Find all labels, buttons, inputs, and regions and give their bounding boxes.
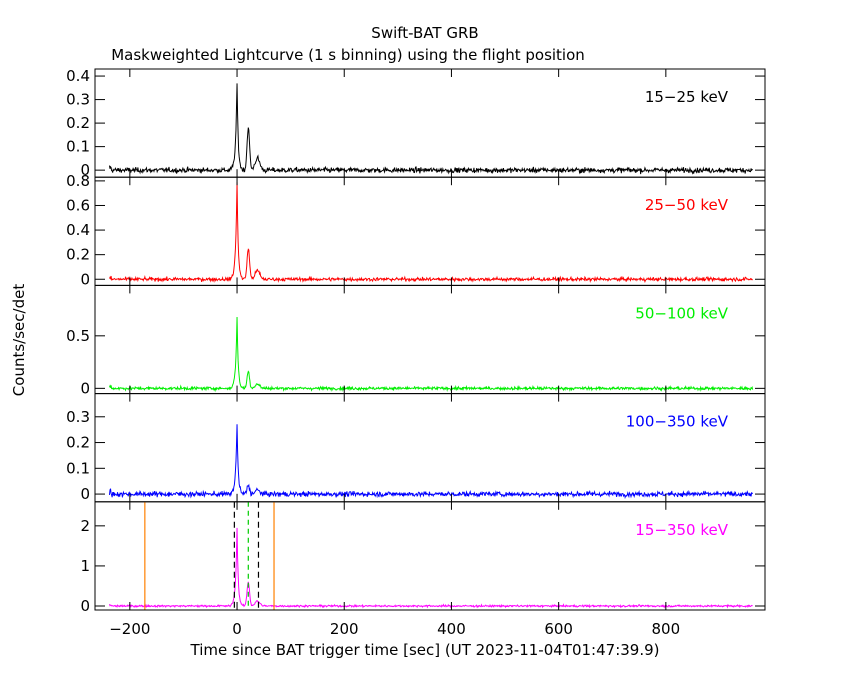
panel-frame [94,501,766,611]
y-tick-label: 0.6 [66,196,90,214]
x-tick-label: 400 [437,620,466,638]
panel-3: 0 0.5 50−100 keV [66,284,766,397]
y-tick-label: 0.8 [66,172,90,190]
lightcurve-3 [109,316,754,393]
panel-frame [94,68,766,178]
y-tick-label: 0.3 [66,408,90,426]
x-axis-label: Time since BAT trigger time [sec] (UT 20… [190,641,660,659]
lightcurve-4 [108,424,754,500]
y-tick-label: 0.2 [66,114,90,132]
chart-title: Swift-BAT GRB [371,24,478,42]
lightcurve-2 [109,182,753,284]
panel-5: 0 1 2 15−350 keV [80,501,766,615]
y-tick-label: 0 [80,161,90,179]
y-tick-label: 0.1 [66,138,90,156]
y-tick-label: 0.2 [66,434,90,452]
y-tick-label: 0 [80,379,90,397]
x-tick-label: 800 [652,620,681,638]
x-tick-label: 600 [544,620,573,638]
band-label: 100−350 keV [626,413,729,431]
band-label: 15−25 keV [645,88,729,106]
y-axis-label: Counts/sec/det [10,284,28,397]
y-tick-label: 0 [80,270,90,288]
lightcurve-5 [109,527,753,609]
panel-1: 0 0.1 0.2 0.3 0.4 15−25 keV [66,67,766,179]
y-tick-label: 1 [80,557,90,575]
lightcurve-1 [108,83,753,175]
y-tick-label: 0.5 [66,327,90,345]
y-tick-label: 0.1 [66,459,90,477]
y-tick-label: 0.2 [66,246,90,264]
x-tick-label: −200 [109,620,150,638]
panel-2: 0 0.2 0.4 0.6 0.8 25−50 keV [66,172,766,288]
chart-subtitle: Maskweighted Lightcurve (1 s binning) us… [111,46,585,64]
y-tick-label: 0.4 [66,67,90,85]
band-label: 50−100 keV [635,304,728,322]
y-tick-label: 0.3 [66,91,90,109]
panel-frame [94,284,766,395]
y-tick-label: 0 [80,597,90,615]
x-tick-label: 0 [232,620,242,638]
panel-4: 0 0.1 0.2 0.3 100−350 keV [66,393,766,503]
y-tick-label: 0 [80,485,90,503]
panel-frame [94,176,766,286]
y-tick-label: 2 [80,517,90,535]
x-tick-label: 200 [330,620,359,638]
band-label: 15−350 keV [635,521,728,539]
y-tick-label: 0.4 [66,221,90,239]
band-label: 25−50 keV [645,196,729,214]
panel-frame [94,393,766,503]
panels-group: 0 0.1 0.2 0.3 0.4 15−25 keV 0 0.2 0.4 0.6 0.8 25−50… [66,67,766,638]
